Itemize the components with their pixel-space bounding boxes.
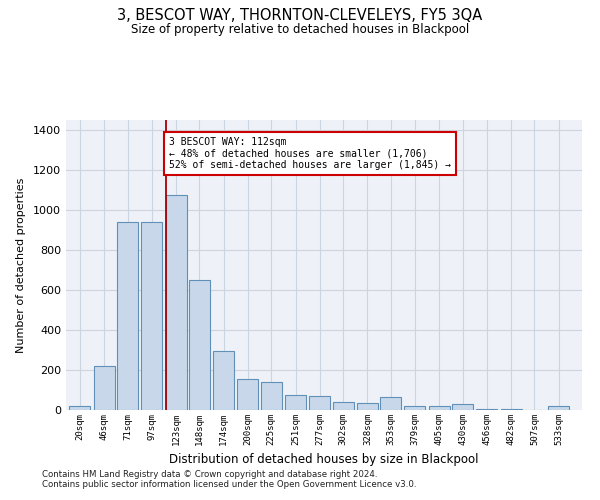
Text: 3 BESCOT WAY: 112sqm
← 48% of detached houses are smaller (1,706)
52% of semi-de: 3 BESCOT WAY: 112sqm ← 48% of detached h… <box>169 137 451 170</box>
Text: 3, BESCOT WAY, THORNTON-CLEVELEYS, FY5 3QA: 3, BESCOT WAY, THORNTON-CLEVELEYS, FY5 3… <box>118 8 482 22</box>
Bar <box>166 195 187 410</box>
Bar <box>238 379 259 410</box>
Bar <box>261 382 282 410</box>
Bar <box>332 402 353 410</box>
Text: Contains public sector information licensed under the Open Government Licence v3: Contains public sector information licen… <box>42 480 416 489</box>
Bar <box>310 396 330 410</box>
Bar <box>476 409 497 410</box>
Bar <box>404 406 425 410</box>
Bar <box>117 222 138 410</box>
X-axis label: Distribution of detached houses by size in Blackpool: Distribution of detached houses by size … <box>169 454 479 466</box>
Bar <box>500 409 521 410</box>
Bar <box>548 406 569 410</box>
Bar <box>213 351 234 410</box>
Text: Size of property relative to detached houses in Blackpool: Size of property relative to detached ho… <box>131 22 469 36</box>
Bar <box>452 404 473 410</box>
Bar <box>429 406 450 410</box>
Text: Contains HM Land Registry data © Crown copyright and database right 2024.: Contains HM Land Registry data © Crown c… <box>42 470 377 479</box>
Bar <box>189 280 210 410</box>
Bar <box>94 366 115 410</box>
Bar <box>70 406 91 410</box>
Y-axis label: Number of detached properties: Number of detached properties <box>16 178 26 352</box>
Bar <box>380 397 401 410</box>
Bar <box>285 395 306 410</box>
Bar <box>357 403 378 410</box>
Bar <box>142 222 163 410</box>
